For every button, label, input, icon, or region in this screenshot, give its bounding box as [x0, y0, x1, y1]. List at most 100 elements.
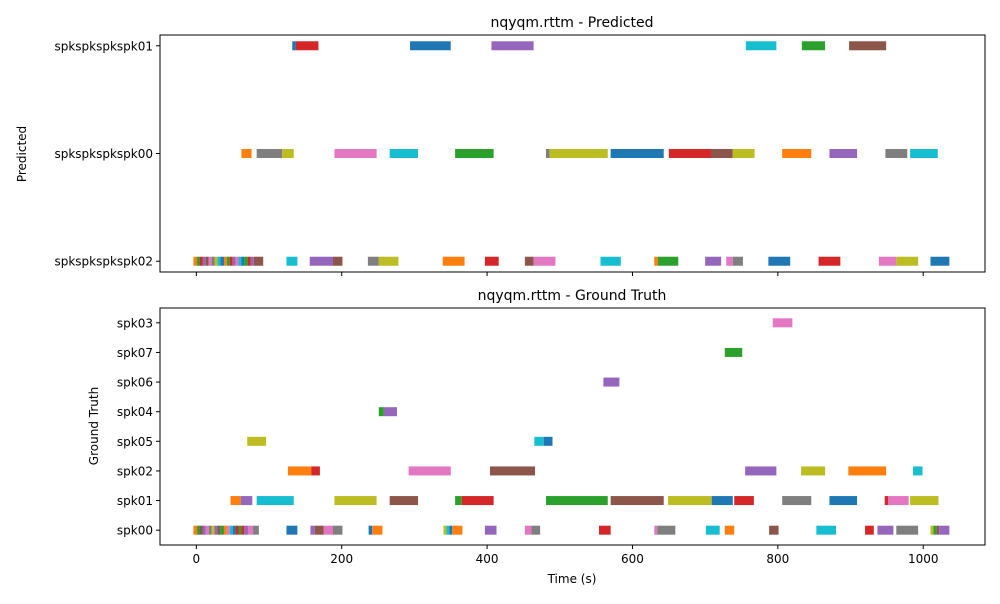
segment-bar: [311, 466, 320, 476]
segment-bar: [333, 256, 343, 266]
segment-bar: [197, 256, 200, 266]
x-tick-label: 400: [476, 552, 499, 566]
segment-bar: [205, 525, 209, 535]
segment-bar: [223, 256, 227, 266]
segment-bar: [849, 41, 887, 51]
segment-bar: [549, 149, 608, 158]
predicted-y-ticks: spkspkspkspk02 spkspkspkspk00 spkspkspkspk…: [54, 39, 160, 269]
segment-bar: [244, 256, 248, 266]
segment-bar: [372, 525, 383, 535]
segment-bar: [610, 149, 664, 158]
y-tick-label: spkspkspkspk00: [54, 147, 153, 161]
segment-bar: [333, 525, 343, 535]
segment-bar: [223, 525, 227, 535]
segment-bar: [524, 256, 534, 266]
segment-bar: [801, 466, 826, 476]
segment-bar: [232, 256, 236, 266]
y-tick-label: spkspkspkspk01: [54, 39, 153, 53]
segment-bar: [229, 256, 233, 266]
ground-truth-segments: [193, 318, 950, 535]
x-tick-label: 1000: [908, 552, 939, 566]
segment-bar: [310, 525, 315, 535]
segment-bar: [241, 525, 245, 535]
segment-bar: [896, 256, 919, 266]
segment-bar: [732, 149, 755, 158]
segment-bar: [247, 256, 251, 266]
segment-bar: [768, 256, 791, 266]
segment-bar: [545, 149, 550, 158]
segment-bar: [389, 496, 419, 506]
segment-bar: [238, 256, 242, 266]
segment-bar: [226, 525, 230, 535]
predicted-segments: [193, 41, 950, 266]
segment-bar: [936, 525, 940, 535]
segment-bar: [865, 525, 874, 535]
x-tick-label: 600: [621, 552, 644, 566]
segment-bar: [599, 525, 611, 535]
segment-bar: [484, 256, 499, 266]
segment-bar: [829, 149, 858, 158]
segment-bar: [334, 149, 377, 158]
segment-bar: [524, 525, 532, 535]
segment-bar: [205, 256, 209, 266]
segment-bar: [334, 496, 377, 506]
segment-bar: [705, 525, 720, 535]
segment-bar: [241, 149, 252, 158]
segment-bar: [367, 256, 379, 266]
segment-bar: [896, 525, 919, 535]
segment-bar: [600, 256, 621, 266]
y-tick-label: spk02: [117, 464, 153, 478]
segment-bar: [244, 525, 248, 535]
segment-bar: [782, 496, 812, 506]
segment-bar: [939, 525, 950, 535]
segment-bar: [282, 149, 294, 158]
predicted-y-axis-label: Predicted: [15, 126, 29, 182]
segment-bar: [724, 525, 735, 535]
y-tick-label: spk03: [117, 316, 153, 330]
ground-truth-title: nqyqm.rttm - Ground Truth: [478, 288, 667, 304]
segment-bar: [443, 525, 447, 535]
x-tick-label: 0: [193, 552, 201, 566]
segment-bar: [199, 525, 203, 535]
segment-bar: [295, 41, 319, 51]
segment-bar: [378, 256, 399, 266]
segment-bar: [654, 256, 658, 266]
segment-bar: [711, 496, 733, 506]
segment-bar: [253, 256, 264, 266]
predicted-panel: nqyqm.rttm - Predicted Predicted spkspks…: [15, 15, 986, 276]
segment-bar: [452, 525, 463, 535]
segment-bar: [199, 256, 203, 266]
segment-bar: [214, 256, 218, 266]
segment-bar: [668, 496, 712, 506]
segment-bar: [484, 525, 497, 535]
segment-bar: [197, 525, 200, 535]
segment-bar: [533, 256, 556, 266]
segment-bar: [256, 496, 294, 506]
segment-bar: [202, 256, 206, 266]
segment-bar: [801, 41, 826, 51]
segment-bar: [240, 496, 253, 506]
segment-bar: [449, 525, 453, 535]
segment-bar: [603, 377, 620, 387]
segment-bar: [220, 256, 224, 266]
segment-bar: [287, 466, 312, 476]
segment-bar: [610, 496, 664, 506]
segment-bar: [314, 525, 324, 535]
segment-bar: [782, 149, 812, 158]
segment-bar: [256, 149, 283, 158]
segment-bar: [878, 256, 897, 266]
y-tick-label: spk04: [117, 405, 153, 419]
segment-bar: [235, 256, 239, 266]
segment-bar: [217, 256, 221, 266]
segment-bar: [490, 466, 536, 476]
segment-bar: [885, 149, 908, 158]
segment-bar: [545, 496, 608, 506]
predicted-title: nqyqm.rttm - Predicted: [490, 15, 653, 31]
segment-bar: [193, 525, 198, 535]
segment-bar: [250, 256, 254, 266]
segment-bar: [933, 525, 937, 535]
ground-truth-plot-frame: [159, 307, 986, 546]
segment-bar: [705, 256, 722, 266]
segment-bar: [745, 466, 777, 476]
segment-bar: [235, 525, 239, 535]
